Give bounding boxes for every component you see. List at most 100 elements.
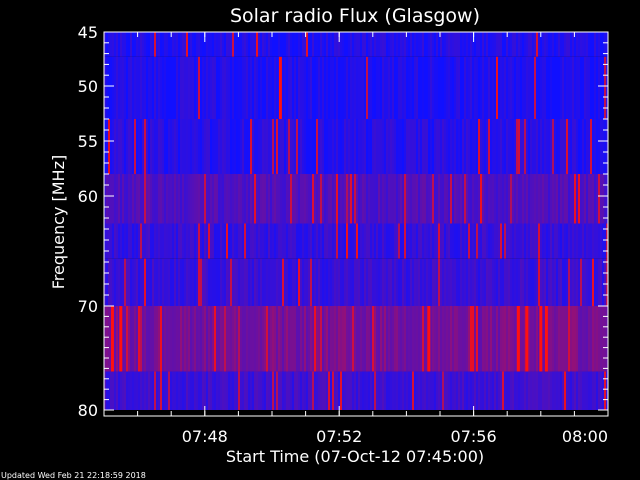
heatmap-cell (384, 258, 386, 306)
heatmap-cell (540, 56, 542, 119)
heatmap-cell (258, 56, 260, 119)
heatmap-cell (258, 258, 260, 306)
heatmap-cell (322, 119, 324, 174)
heatmap-cell (476, 258, 478, 306)
heatmap-cell (196, 306, 198, 372)
heatmap-cell (324, 371, 326, 410)
heatmap-cell (224, 306, 226, 372)
heatmap-cell (588, 223, 590, 259)
heatmap-cell (606, 56, 608, 119)
heatmap-cell (144, 371, 146, 410)
heatmap-cell (238, 119, 240, 174)
heatmap-cell (606, 223, 608, 259)
heatmap-cell (130, 371, 132, 410)
heatmap-cell (144, 258, 146, 306)
heatmap-cell (158, 119, 160, 174)
heatmap-cell (376, 306, 378, 372)
heatmap-cell (444, 174, 446, 224)
heatmap-cell (432, 174, 434, 224)
heatmap-cell (402, 306, 404, 372)
heatmap-cell (266, 306, 268, 372)
heatmap-cell (548, 371, 550, 410)
heatmap-cell (366, 32, 368, 57)
heatmap-cell (350, 32, 352, 57)
heatmap-cell (242, 223, 244, 259)
heatmap-cell (590, 174, 592, 224)
heatmap-cell (424, 56, 426, 119)
heatmap-cell (230, 56, 232, 119)
heatmap-cell (572, 258, 574, 306)
heatmap-cell (218, 258, 220, 306)
heatmap-cell (430, 32, 432, 57)
heatmap-cell (118, 174, 120, 224)
heatmap-cell (428, 223, 430, 259)
heatmap-cell (360, 223, 362, 259)
heatmap-cell (564, 56, 566, 119)
heatmap-cell (470, 56, 472, 119)
heatmap-cell (316, 174, 318, 224)
heatmap-cell (144, 174, 146, 224)
heatmap-cell (342, 306, 344, 372)
heatmap-cell (112, 223, 114, 259)
heatmap-cell (242, 174, 244, 224)
heatmap-cell (250, 223, 252, 259)
heatmap-cell (290, 223, 292, 259)
heatmap-cell (382, 223, 384, 259)
heatmap-cell (464, 56, 466, 119)
heatmap-cell (386, 258, 388, 306)
heatmap-cell (528, 56, 530, 119)
heatmap-cell (242, 119, 244, 174)
heatmap-cell (150, 56, 152, 119)
heatmap-cell (568, 306, 570, 372)
heatmap-cell (204, 306, 206, 372)
heatmap-cell (518, 371, 520, 410)
heatmap-cell (322, 223, 324, 259)
heatmap-cell (224, 258, 226, 306)
heatmap-cell (422, 306, 424, 372)
heatmap-cell (236, 306, 238, 372)
heatmap-cell (230, 371, 232, 410)
heatmap-cell (484, 174, 486, 224)
heatmap-cell (238, 258, 240, 306)
heatmap-cell (448, 119, 450, 174)
heatmap-cell (234, 371, 236, 410)
heatmap-cell (438, 56, 440, 119)
heatmap-cell (134, 306, 136, 372)
heatmap-cell (420, 306, 422, 372)
heatmap-cell (140, 56, 142, 119)
heatmap-cell (550, 223, 552, 259)
heatmap-cell (152, 306, 154, 372)
heatmap-cell (260, 223, 262, 259)
heatmap-cell (538, 174, 540, 224)
heatmap-cell (582, 174, 584, 224)
heatmap-cell (574, 223, 576, 259)
heatmap-cell (416, 56, 418, 119)
heatmap-cell (308, 371, 310, 410)
heatmap-cell (172, 306, 174, 372)
heatmap-cell (206, 371, 208, 410)
heatmap-cell (298, 119, 300, 174)
heatmap-cell (470, 174, 472, 224)
heatmap-cell (482, 306, 484, 372)
heatmap-cell (358, 56, 360, 119)
heatmap-cell (238, 174, 240, 224)
heatmap-cell (202, 223, 204, 259)
heatmap-cell (490, 174, 492, 224)
heatmap-cell (414, 56, 416, 119)
heatmap-cell (110, 258, 112, 306)
x-tick-label: 07:56 (451, 427, 497, 446)
heatmap-cell (576, 306, 578, 372)
heatmap-cell (352, 371, 354, 410)
heatmap-cell (542, 258, 544, 306)
heatmap-cell (472, 258, 474, 306)
heatmap-cell (574, 119, 576, 174)
heatmap-cell (372, 306, 374, 372)
heatmap-cell (282, 371, 284, 410)
heatmap-cell (168, 306, 170, 372)
heatmap-cell (290, 306, 292, 372)
heatmap-cell (262, 56, 264, 119)
heatmap-cell (118, 371, 120, 410)
heatmap-cell (166, 174, 168, 224)
heatmap-cell (232, 119, 234, 174)
heatmap-cell (142, 32, 144, 57)
